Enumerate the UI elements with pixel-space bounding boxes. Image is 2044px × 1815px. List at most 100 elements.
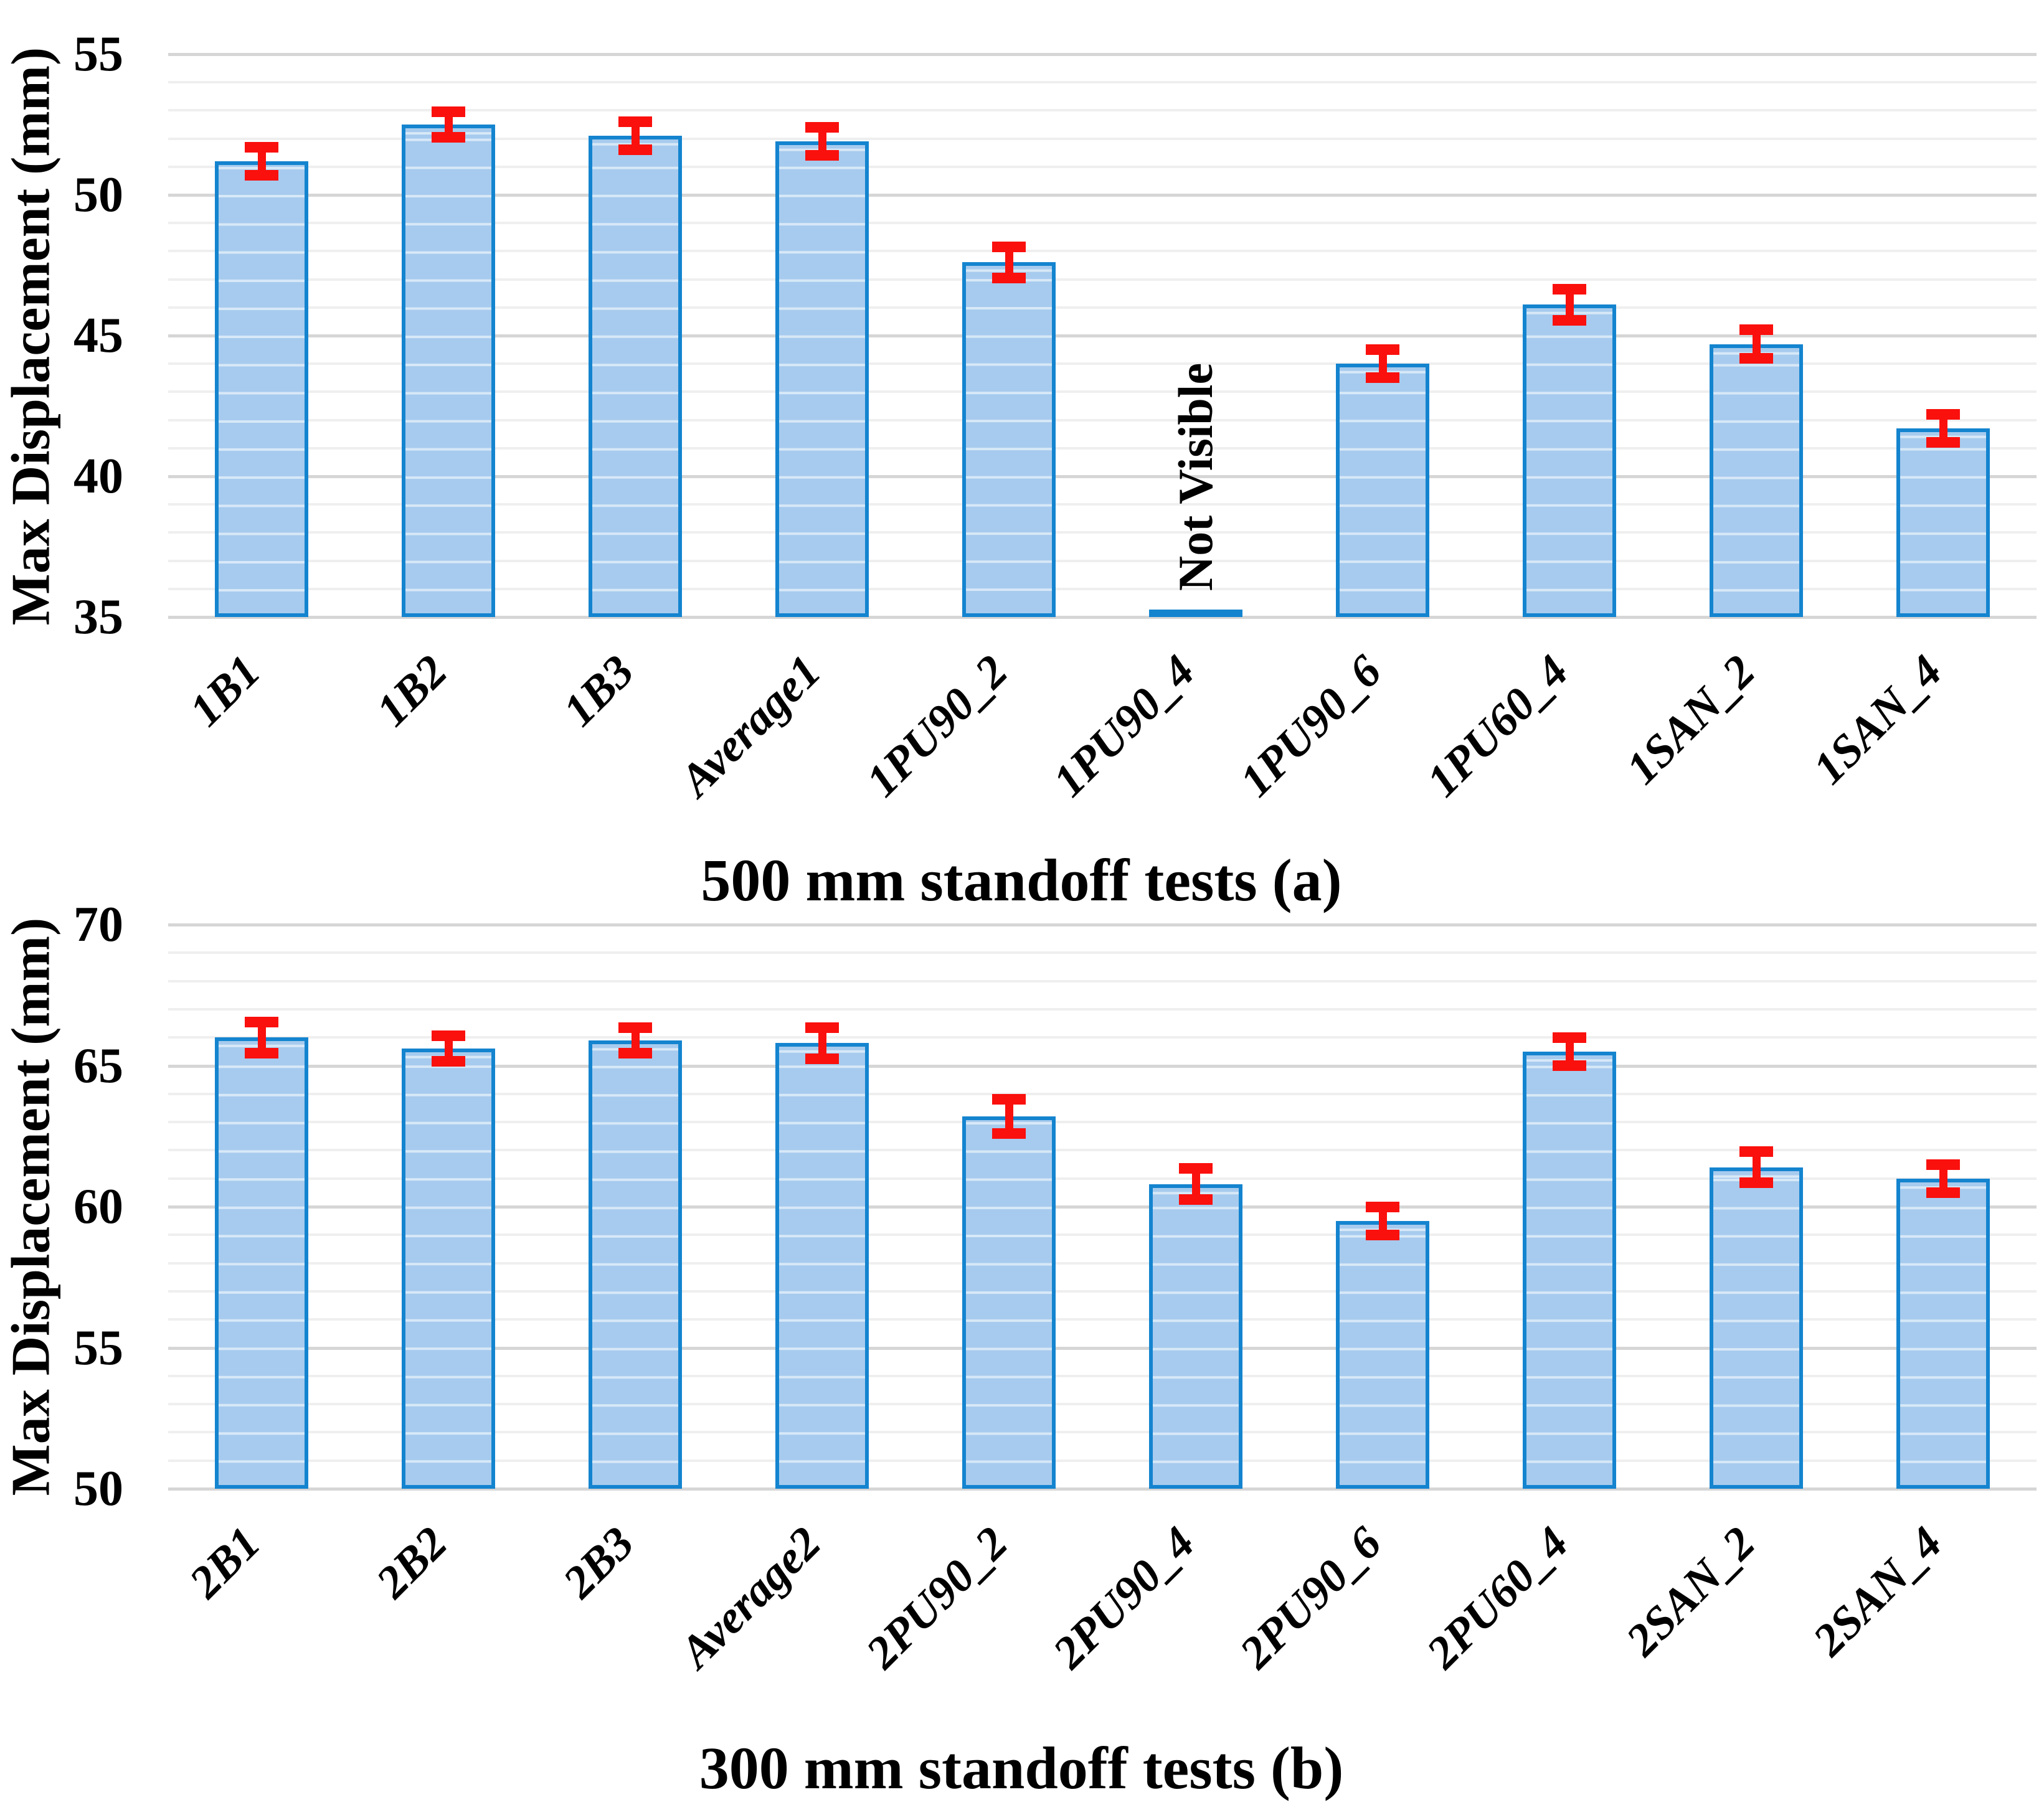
y-tick-label: 50	[73, 1461, 123, 1516]
minor-gridline	[168, 81, 2037, 84]
error-bar-stem	[1752, 329, 1761, 359]
bar	[215, 1037, 308, 1489]
error-bar-cap-bottom	[992, 272, 1026, 283]
error-bar-stem	[1565, 289, 1574, 321]
error-bar-cap-top	[1553, 1032, 1586, 1043]
error-bar-cap-bottom	[1366, 372, 1399, 384]
bar	[1149, 1184, 1242, 1489]
major-gridline	[168, 1487, 2037, 1491]
minor-gridline	[168, 1403, 2037, 1406]
y-tick-label: 50	[73, 167, 123, 222]
minor-gridline	[168, 1374, 2037, 1377]
bar	[1336, 1220, 1429, 1489]
minor-gridline	[168, 1149, 2037, 1152]
major-gridline	[168, 1064, 2037, 1068]
minor-gridline	[168, 1177, 2037, 1180]
minor-gridline	[168, 1459, 2037, 1462]
bar	[589, 136, 682, 617]
minor-gridline	[168, 109, 2037, 112]
bar	[962, 1116, 1056, 1489]
error-bar-cap-bottom	[1366, 1229, 1399, 1240]
error-bar-cap-bottom	[432, 131, 465, 143]
minor-gridline	[168, 951, 2037, 955]
y-tick-label: 70	[73, 897, 123, 952]
minor-gridline	[168, 390, 2037, 394]
error-bar-cap-top	[245, 141, 278, 153]
chart-title-b: 300 mm standoff tests (b)	[699, 1735, 1344, 1801]
minor-gridline	[168, 1121, 2037, 1124]
error-bar-cap-top	[1926, 1159, 1960, 1170]
error-bar-cap-top	[432, 106, 465, 118]
minor-gridline	[168, 503, 2037, 506]
error-bar-cap-top	[618, 1022, 652, 1033]
error-bar-stem	[444, 1035, 453, 1062]
not-visible-annotation: Not Visible	[1168, 362, 1223, 592]
minor-gridline	[168, 165, 2037, 168]
error-bar-cap-top	[805, 122, 839, 133]
bar	[1896, 1178, 1990, 1489]
error-bar-cap-top	[992, 1094, 1026, 1105]
major-gridline	[168, 616, 2037, 619]
minor-gridline	[168, 418, 2037, 422]
minor-gridline	[168, 587, 2037, 590]
minor-gridline	[168, 250, 2037, 253]
error-bar-cap-top	[432, 1030, 465, 1042]
minor-gridline	[168, 559, 2037, 562]
major-gridline	[168, 1205, 2037, 1209]
error-bar-cap-top	[1179, 1163, 1213, 1174]
bar	[775, 1043, 869, 1489]
error-bar-stem	[631, 1027, 640, 1054]
error-bar-cap-top	[1926, 409, 1960, 420]
minor-gridline	[168, 1233, 2037, 1237]
error-bar-stem	[1939, 414, 1947, 443]
major-gridline	[168, 923, 2037, 926]
error-bar-cap-top	[245, 1016, 278, 1027]
major-gridline	[168, 334, 2037, 337]
bar	[1336, 364, 1429, 617]
minor-gridline	[168, 979, 2037, 983]
bar	[1896, 428, 1990, 617]
error-bar-cap-bottom	[1739, 1177, 1773, 1188]
bar	[589, 1040, 682, 1489]
y-tick-label: 40	[73, 449, 123, 504]
error-bar-stem	[1378, 349, 1387, 378]
minor-gridline	[168, 1092, 2037, 1095]
y-tick-label: 60	[73, 1179, 123, 1234]
error-bar-cap-top	[1739, 324, 1773, 336]
error-bar-cap-bottom	[245, 169, 278, 181]
error-bar-cap-top	[1739, 1146, 1773, 1157]
error-bar-stem	[444, 111, 453, 138]
minor-gridline	[168, 362, 2037, 365]
minor-gridline	[168, 137, 2037, 140]
error-bar-cap-bottom	[432, 1056, 465, 1067]
y-tick-label: 65	[73, 1038, 123, 1093]
y-tick-label: 45	[73, 308, 123, 363]
error-bar-cap-top	[805, 1022, 839, 1033]
bar	[1523, 304, 1616, 617]
bar	[775, 141, 869, 617]
chart-title-a: 500 mm standoff tests (a)	[701, 847, 1342, 913]
error-bar-stem	[818, 1027, 826, 1059]
error-bar-cap-bottom	[1553, 314, 1586, 326]
error-bar-stem	[1939, 1164, 1947, 1193]
bar	[1710, 1167, 1803, 1489]
error-bar-cap-bottom	[805, 1053, 839, 1064]
bar	[1523, 1051, 1616, 1489]
minor-gridline	[168, 1007, 2037, 1011]
error-bar-cap-bottom	[1179, 1194, 1213, 1205]
minor-gridline	[168, 278, 2037, 281]
minor-gridline	[168, 1289, 2037, 1293]
error-bar-stem	[1378, 1207, 1387, 1235]
major-gridline	[168, 194, 2037, 197]
major-gridline	[168, 1346, 2037, 1350]
error-bar-stem	[257, 147, 266, 176]
bar	[1710, 344, 1803, 617]
minor-gridline	[168, 1431, 2037, 1434]
error-bar-cap-bottom	[992, 1128, 1026, 1139]
error-bar-cap-top	[1366, 344, 1399, 356]
error-bar-stem	[1752, 1151, 1761, 1183]
minor-gridline	[168, 1261, 2037, 1265]
major-gridline	[168, 53, 2037, 56]
minor-gridline	[168, 306, 2037, 309]
error-bar-stem	[1191, 1168, 1200, 1200]
